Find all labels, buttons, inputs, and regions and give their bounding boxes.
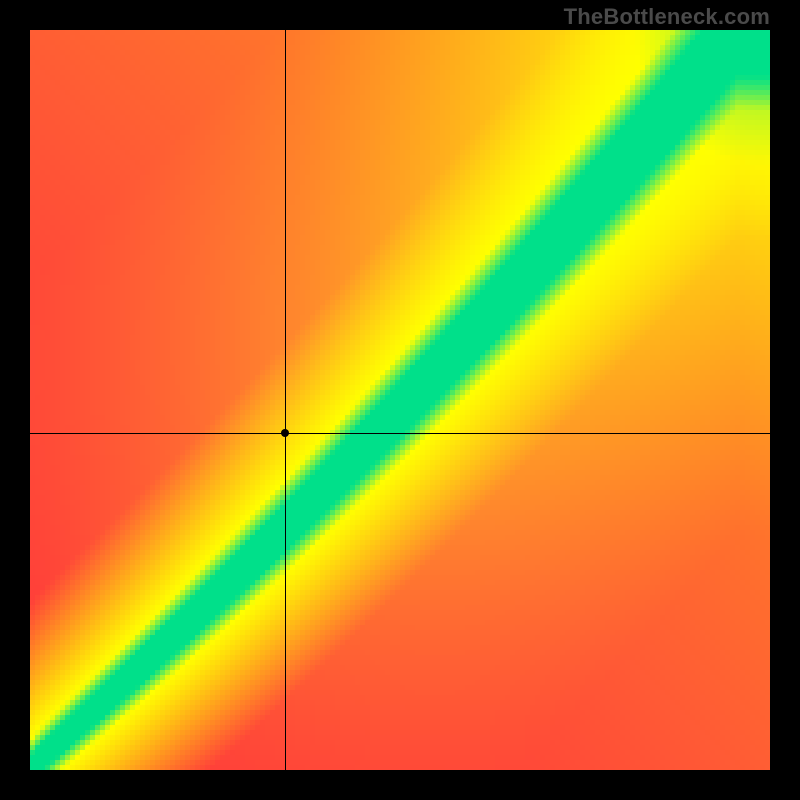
bottleneck-heatmap: [30, 30, 770, 770]
chart-frame: TheBottleneck.com: [0, 0, 800, 800]
crosshair-horizontal-line: [30, 433, 770, 434]
crosshair-marker-dot: [281, 429, 289, 437]
crosshair-vertical-line: [285, 30, 286, 770]
watermark-text: TheBottleneck.com: [564, 4, 770, 30]
plot-area: [30, 30, 770, 770]
